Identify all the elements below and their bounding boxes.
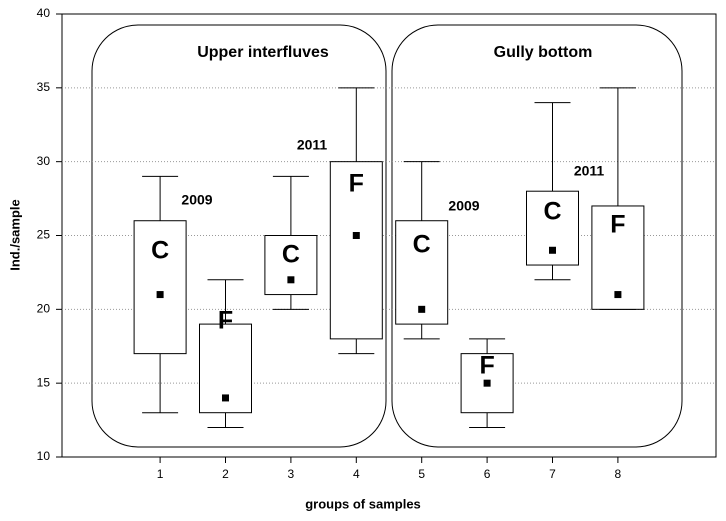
box-label: C [413,231,431,259]
annotation: 2009 [448,198,479,214]
x-tick-label: 4 [353,467,360,481]
box-label: F [218,307,233,335]
box-label: F [610,211,625,239]
y-axis-label: Ind./sample [7,199,22,271]
x-tick-label: 3 [288,467,295,481]
box-label: C [151,237,169,265]
y-tick-label: 10 [37,449,51,463]
box-label: F [479,352,494,380]
x-tick-label: 8 [615,467,622,481]
y-tick-label: 30 [37,154,51,168]
group-title: Upper interfluves [197,44,329,61]
x-tick-label: 2 [222,467,229,481]
box [329,161,383,340]
y-tick-label: 40 [37,6,51,20]
y-tick-label: 25 [37,228,51,242]
box-label: F [349,170,364,198]
box [591,205,645,310]
x-axis-label: groups of samples [305,496,421,511]
y-tick-label: 35 [37,80,51,94]
box-label: C [543,198,561,226]
group-title: Gully bottom [494,44,593,61]
y-tick-label: 20 [37,302,51,316]
x-tick-label: 5 [418,467,425,481]
mean-marker [352,232,360,239]
annotation: 2009 [181,192,212,208]
mean-marker [418,305,426,313]
box-label: C [282,241,300,269]
x-tick-label: 6 [484,467,491,481]
mean-marker [549,246,556,254]
mean-marker [222,394,229,402]
y-tick-label: 15 [37,375,51,389]
annotation: 2011 [574,163,605,179]
box [133,220,187,355]
mean-marker [614,291,622,299]
box [264,235,318,296]
annotation: 2011 [297,137,328,153]
mean-marker [483,379,491,387]
x-tick-label: 1 [157,467,164,481]
mean-marker [287,276,295,284]
x-tick-label: 7 [549,467,556,481]
mean-marker [156,291,164,299]
